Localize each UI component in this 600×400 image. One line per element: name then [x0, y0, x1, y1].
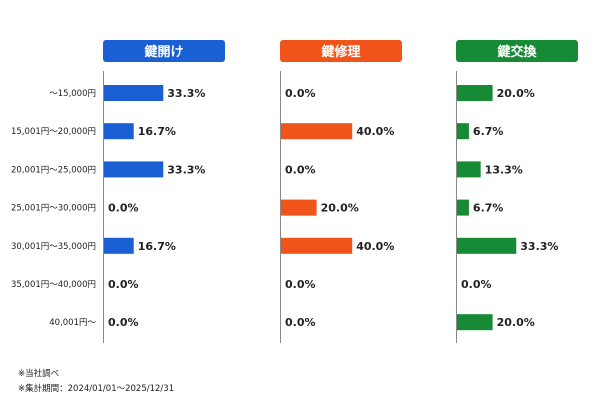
bar [104, 123, 134, 140]
panel-title-box [456, 40, 578, 62]
bar [457, 237, 517, 254]
value-label: 40.0% [356, 125, 394, 138]
panel-title: 鍵修理 [321, 44, 360, 60]
bar [457, 85, 493, 101]
value-label: 33.3% [167, 87, 205, 100]
value-label: 6.7% [473, 125, 504, 138]
value-label: 16.7% [138, 240, 176, 253]
value-label: 20.0% [497, 316, 535, 329]
bar [104, 161, 164, 178]
bar [104, 237, 134, 254]
value-label: 6.7% [473, 202, 504, 215]
value-label: 33.3% [167, 163, 205, 176]
value-label: 0.0% [285, 316, 316, 329]
value-label: 0.0% [285, 163, 316, 176]
value-label: 0.0% [461, 278, 492, 291]
category-label: 35,001円～40,000円 [11, 280, 96, 290]
bar [104, 85, 164, 101]
bar [281, 199, 317, 216]
category-label: ～15,000円 [49, 89, 96, 99]
value-label: 0.0% [108, 316, 139, 329]
value-label: 16.7% [138, 125, 176, 138]
category-label: 15,001円～20,000円 [11, 127, 96, 137]
bar [457, 123, 469, 140]
value-label: 0.0% [108, 202, 139, 215]
bar [457, 161, 481, 178]
panel-title: 鍵交換 [497, 44, 537, 60]
category-label: 30,001円～35,000円 [11, 242, 96, 252]
bar [281, 237, 353, 254]
panel-title-box [103, 40, 225, 62]
bar [281, 123, 353, 140]
source-note: ※当社調べ [18, 369, 60, 379]
bar [457, 314, 493, 331]
value-label: 0.0% [108, 278, 139, 291]
value-label: 20.0% [321, 202, 359, 215]
value-label: 40.0% [356, 240, 394, 253]
panel-title-box [280, 40, 402, 62]
period-note: ※集計期間：2024/01/01～2025/12/31 [18, 384, 175, 394]
value-label: 20.0% [497, 87, 535, 100]
value-label: 0.0% [285, 87, 316, 100]
category-label: 20,001円～25,000円 [11, 165, 96, 175]
category-label: 40,001円～ [49, 318, 96, 328]
category-label: 25,001円～30,000円 [11, 204, 96, 214]
value-label: 13.3% [485, 163, 523, 176]
panel-title: 鍵開け [144, 44, 183, 60]
value-label: 33.3% [520, 240, 558, 253]
value-label: 0.0% [285, 278, 316, 291]
bar [457, 199, 469, 216]
